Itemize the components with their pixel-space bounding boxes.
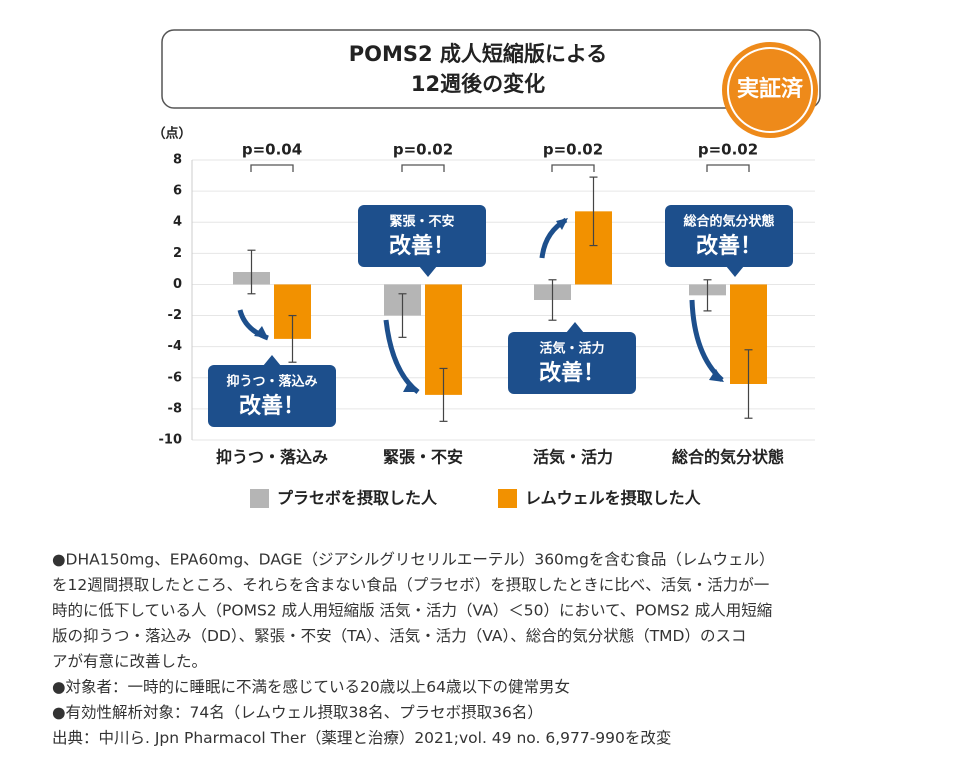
callout-pointer: [263, 355, 281, 366]
legend-label: プラセボを摂取した人: [277, 489, 438, 508]
error-bar: [398, 293, 407, 338]
arrow-head: [403, 381, 418, 392]
x-tick-label: 抑うつ・落込み: [216, 448, 328, 467]
y-axis-label: （点）: [152, 126, 191, 142]
arrow-head: [709, 369, 724, 382]
error-bar: [288, 314, 297, 363]
callout-box: [665, 205, 793, 267]
error-bar: [703, 279, 712, 312]
callout-box: [358, 205, 486, 267]
badge-text: 実証済: [737, 76, 804, 102]
callout-box: [508, 332, 636, 394]
callout-text: 改善！: [239, 393, 305, 419]
callout-text: 改善！: [696, 233, 762, 259]
arrows: [237, 217, 724, 394]
x-tick-label: 活気・活力: [533, 448, 613, 467]
notes: ●DHA150mg、EPA60mg、DAGE（ジアシルグリセリルエーテル）360…: [52, 551, 775, 748]
callout-pointer: [726, 266, 744, 277]
note-line: 版の抑うつ・落込み（DD）、緊張・不安（TA）、活気・活力（VA）、総合的気分状…: [52, 627, 746, 645]
bracket: [551, 164, 595, 172]
note-line: 出典：中川ら. Jpn Pharmacol Ther（薬理と治療）2021;vo…: [52, 729, 671, 747]
bracket: [250, 164, 294, 172]
y-tick-label: -6: [168, 370, 182, 385]
y-tick-label: 4: [173, 215, 182, 230]
note-line: を12週間摂取したところ、それらを含まない食品（プラセボ）を摂取したときに比べ、…: [52, 576, 769, 594]
callout-text: 抑うつ・落込み: [226, 374, 317, 390]
y-tick-label: -4: [168, 339, 182, 354]
note-line: アが有意に改善した。: [52, 652, 207, 671]
callout-text: 改善！: [539, 360, 605, 386]
note-line: ●DHA150mg、EPA60mg、DAGE（ジアシルグリセリルエーテル）360…: [52, 551, 775, 569]
bars: 抑うつ・落込み p=0.04 緊張・不安 p=0.02 活気・活力 p=0.02 総合的気分…: [191, 141, 784, 467]
error-bar: [744, 349, 753, 419]
arrow: [689, 299, 724, 382]
note-line: ●有効性解析対象：74名（レムウェル摂取38名、プラセボ摂取36名）: [52, 704, 543, 722]
x-tick-label: 総合的気分状態: [672, 448, 784, 467]
y-tick-label: -2: [168, 308, 182, 323]
title-box: [161, 29, 821, 109]
bracket: [706, 164, 750, 172]
note-line: 時的に低下している人（POMS2 成人用短縮版 活気・活力（VA）＜50）におい…: [52, 602, 772, 620]
callout-pointer: [566, 322, 584, 333]
error-bar: [548, 279, 557, 321]
error-bar: [439, 367, 448, 422]
callout-text: 活気・活力: [539, 341, 604, 357]
legend-label: レムウェルを摂取した人: [525, 489, 702, 508]
callout-pointer: [419, 266, 437, 277]
p-value: p=0.02: [543, 141, 603, 159]
error-bar: [589, 176, 598, 247]
badge: [722, 42, 818, 138]
p-value: p=0.04: [242, 141, 302, 159]
error-bar: [247, 249, 256, 295]
arrow-head: [556, 218, 568, 230]
callout-text: 緊張・不安: [389, 214, 454, 230]
badge-ring: [727, 47, 813, 133]
y-tick-label: -8: [168, 401, 182, 416]
arrow-head: [254, 326, 268, 338]
y-tick-label: 6: [173, 184, 182, 199]
note-line: ●対象者：一時的に睡眠に不満を感じている20歳以上64歳以下の健常男女: [52, 677, 570, 696]
callout-text: 総合的気分状態: [683, 214, 774, 230]
p-value: p=0.02: [698, 141, 758, 159]
callout-text: 改善！: [389, 233, 455, 259]
bracket: [401, 164, 445, 172]
x-tick-label: 緊張・不安: [383, 448, 463, 467]
y-tick-label: 0: [173, 277, 182, 292]
y-tick-label: 8: [173, 153, 182, 168]
legend-swatch: [498, 489, 517, 508]
chart-title: POMS2 成人短縮版による: [349, 42, 608, 66]
y-tick-label: -10: [159, 433, 183, 448]
legend: プラセボを摂取した人 レムウェルを摂取した人: [250, 489, 702, 508]
chart-title: 12週後の変化: [411, 72, 545, 96]
p-value: p=0.02: [393, 141, 453, 159]
legend-swatch: [250, 489, 269, 508]
callout-box: [208, 365, 336, 427]
y-tick-label: 2: [173, 246, 182, 261]
